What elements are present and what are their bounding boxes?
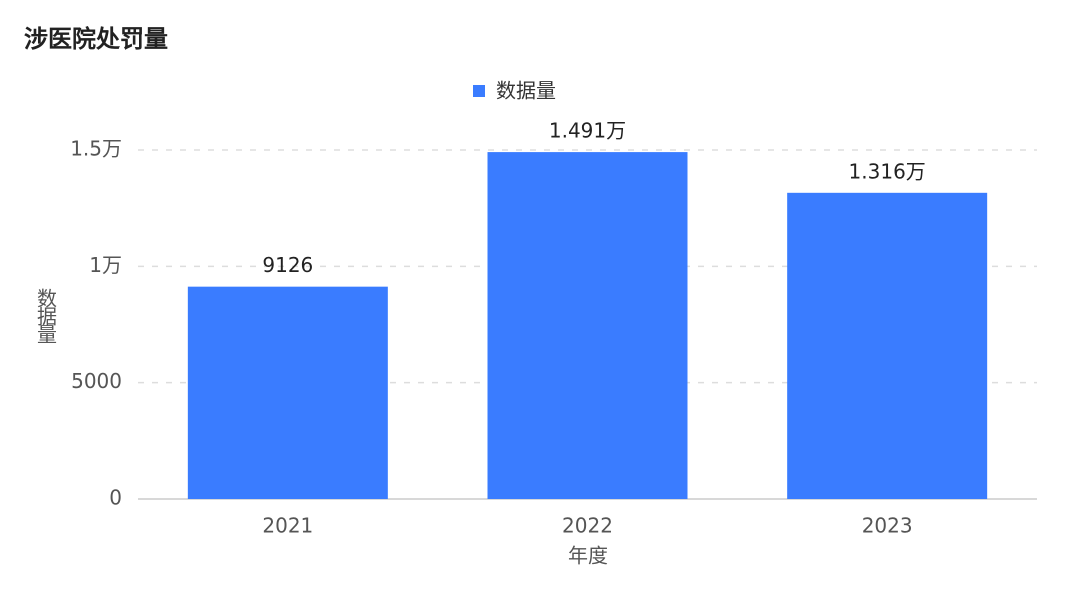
value-label: 9126	[262, 253, 313, 277]
x-tick-label: 2021	[262, 514, 313, 538]
bar	[787, 192, 988, 499]
value-label: 1.491万	[549, 119, 626, 143]
y-tick-label: 1.5万	[70, 137, 122, 161]
y-tick-label: 1万	[89, 253, 122, 277]
value-label: 1.316万	[849, 159, 926, 183]
y-tick-label: 0	[109, 486, 122, 510]
bar	[487, 152, 688, 499]
x-tick-label: 2023	[862, 514, 913, 538]
bar	[187, 286, 388, 499]
y-axis-label: 数据量	[34, 288, 58, 344]
legend-swatch	[473, 85, 485, 97]
y-tick-label: 5000	[71, 369, 122, 393]
x-tick-label: 2022	[562, 514, 613, 538]
x-axis-label: 年度	[568, 544, 608, 568]
chart-title: 涉医院处罚量	[24, 25, 168, 53]
legend-label: 数据量	[496, 79, 556, 103]
